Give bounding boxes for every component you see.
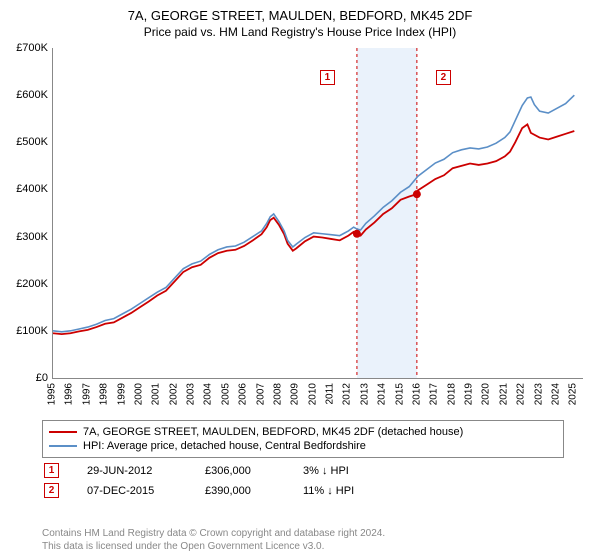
sale-row-marker: 2 [44, 483, 59, 498]
x-tick-label: 2015 [394, 383, 405, 405]
sale-date: 29-JUN-2012 [87, 465, 177, 477]
x-tick-label: 1998 [99, 383, 110, 405]
footer-line-2: This data is licensed under the Open Gov… [42, 541, 385, 554]
highlight-band [357, 48, 417, 378]
x-tick-label: 2011 [325, 383, 336, 405]
sale-diff: 11% ↓ HPI [303, 485, 393, 497]
sale-marker-box: 1 [320, 70, 335, 85]
x-tick-label: 2004 [203, 383, 214, 405]
x-tick-label: 2023 [533, 383, 544, 405]
footer-line-1: Contains HM Land Registry data © Crown c… [42, 528, 385, 541]
series-line-0 [53, 124, 574, 334]
sale-price: £390,000 [205, 485, 275, 497]
x-tick-label: 1997 [81, 383, 92, 405]
chart-container: 7A, GEORGE STREET, MAULDEN, BEDFORD, MK4… [0, 0, 600, 560]
chart-title: 7A, GEORGE STREET, MAULDEN, BEDFORD, MK4… [0, 0, 600, 23]
legend-label: 7A, GEORGE STREET, MAULDEN, BEDFORD, MK4… [83, 426, 463, 438]
x-tick-label: 2001 [151, 383, 162, 405]
x-tick-label: 2022 [516, 383, 527, 405]
y-tick-label: £300K [0, 231, 48, 243]
legend-row: HPI: Average price, detached house, Cent… [49, 439, 557, 453]
x-tick-label: 2025 [568, 383, 579, 405]
x-tick-label: 2016 [411, 383, 422, 405]
sale-row: 2 07-DEC-2015 £390,000 11% ↓ HPI [42, 478, 564, 498]
x-tick-label: 2019 [464, 383, 475, 405]
x-tick-label: 2012 [342, 383, 353, 405]
legend-row: 7A, GEORGE STREET, MAULDEN, BEDFORD, MK4… [49, 425, 557, 439]
y-tick-label: £500K [0, 136, 48, 148]
x-tick-label: 2002 [168, 383, 179, 405]
sale-price: £306,000 [205, 465, 275, 477]
sale-marker-box: 2 [436, 70, 451, 85]
chart-subtitle: Price paid vs. HM Land Registry's House … [0, 23, 600, 43]
y-tick-label: £100K [0, 325, 48, 337]
x-tick-label: 2024 [550, 383, 561, 405]
legend-and-sales: 7A, GEORGE STREET, MAULDEN, BEDFORD, MK4… [42, 420, 564, 498]
legend-swatch [49, 445, 77, 447]
x-tick-label: 2005 [220, 383, 231, 405]
x-tick-label: 2000 [133, 383, 144, 405]
legend-box: 7A, GEORGE STREET, MAULDEN, BEDFORD, MK4… [42, 420, 564, 458]
x-tick-label: 2006 [238, 383, 249, 405]
y-tick-label: £400K [0, 183, 48, 195]
chart-svg [53, 48, 583, 378]
x-tick-label: 2010 [307, 383, 318, 405]
x-tick-label: 2021 [498, 383, 509, 405]
series-line-1 [53, 95, 574, 332]
sales-list: 1 29-JUN-2012 £306,000 3% ↓ HPI 2 07-DEC-2015… [42, 458, 564, 498]
x-tick-label: 1995 [47, 383, 58, 405]
legend-swatch [49, 431, 77, 433]
y-tick-label: £200K [0, 278, 48, 290]
sale-dot [353, 230, 361, 238]
sale-dot [413, 190, 421, 198]
x-tick-label: 1996 [64, 383, 75, 405]
x-tick-label: 2007 [255, 383, 266, 405]
x-tick-label: 2003 [186, 383, 197, 405]
x-tick-label: 1999 [116, 383, 127, 405]
x-tick-label: 2009 [290, 383, 301, 405]
sale-row-marker: 1 [44, 463, 59, 478]
x-tick-label: 2020 [481, 383, 492, 405]
y-tick-label: £600K [0, 89, 48, 101]
legend-label: HPI: Average price, detached house, Cent… [83, 440, 366, 452]
sale-diff: 3% ↓ HPI [303, 465, 393, 477]
x-tick-label: 2008 [272, 383, 283, 405]
plot-area [52, 48, 583, 379]
footer-attribution: Contains HM Land Registry data © Crown c… [42, 528, 385, 553]
x-tick-label: 2014 [377, 383, 388, 405]
sale-row: 1 29-JUN-2012 £306,000 3% ↓ HPI [42, 458, 564, 478]
x-tick-label: 2013 [359, 383, 370, 405]
sale-date: 07-DEC-2015 [87, 485, 177, 497]
y-tick-label: £0 [0, 372, 48, 384]
x-tick-label: 2017 [429, 383, 440, 405]
x-tick-label: 2018 [446, 383, 457, 405]
y-tick-label: £700K [0, 42, 48, 54]
